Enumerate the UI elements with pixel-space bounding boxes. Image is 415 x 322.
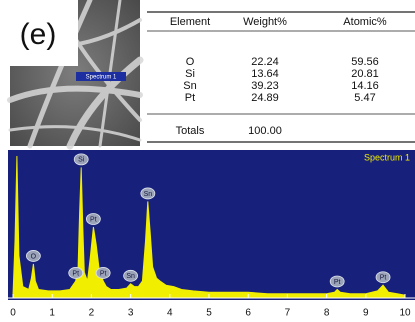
peak-label: Sn <box>144 191 153 198</box>
table-header: Atomic% <box>343 16 387 28</box>
table-cell: 14.16 <box>351 80 379 92</box>
peak-annotation: Pt <box>376 272 390 283</box>
x-tick-label: 6 <box>245 308 251 319</box>
table-totals: 100.00 <box>248 125 282 137</box>
table-totals: Totals <box>176 125 205 137</box>
x-tick-label: 9 <box>363 308 369 319</box>
x-tick-label: 8 <box>324 308 330 319</box>
peak-label: Pt <box>72 270 79 277</box>
peak-annotation: Si <box>74 154 88 165</box>
table-cell: Si <box>185 68 195 80</box>
table-cell: 59.56 <box>351 56 379 68</box>
table-cell: 5.47 <box>354 92 375 104</box>
peak-annotation: O <box>26 250 40 261</box>
peak-annotation: Pt <box>330 276 344 287</box>
table-cell: Sn <box>183 80 196 92</box>
image-label: Spectrum 1 <box>86 75 117 81</box>
peak-label: Pt <box>90 216 97 223</box>
table-header: Element <box>170 16 210 28</box>
peak-annotation: Pt <box>96 267 110 278</box>
peak-label: Pt <box>380 275 387 282</box>
sem-image: (e) Spectrum 1 <box>0 0 140 146</box>
x-tick-label: 4 <box>167 308 173 319</box>
x-tick-label: 10 <box>399 308 411 319</box>
figure: (e) Spectrum 1 Element Weight% Atomic% O… <box>0 0 415 322</box>
peak-label: Si <box>78 157 85 164</box>
table-cell: 22.24 <box>251 56 279 68</box>
x-tick-label: 0 <box>10 308 16 319</box>
peak-label: Pt <box>334 279 341 286</box>
x-tick-label: 3 <box>128 308 134 319</box>
table-cell: O <box>186 56 195 68</box>
x-tick-label: 1 <box>49 308 55 319</box>
table: Element Weight% Atomic% O 22.24 59.56 Si 13.… <box>147 12 415 142</box>
peak-label: Sn <box>126 273 135 280</box>
table-cell: 13.64 <box>251 68 279 80</box>
x-tick-label: 5 <box>206 308 212 319</box>
peak-annotation: Sn <box>124 270 138 281</box>
table-cell: 24.89 <box>251 92 279 104</box>
table-header: Weight% <box>243 16 287 28</box>
panel-label: (e) <box>20 18 57 51</box>
x-tick-label: 7 <box>285 308 291 319</box>
table-cell: Pt <box>185 92 195 104</box>
peak-label: Pt <box>100 270 107 277</box>
peak-annotation: Pt <box>69 267 83 278</box>
peak-annotation: Sn <box>141 188 155 199</box>
table-cell: 39.23 <box>251 80 279 92</box>
spectrum: Spectrum 1 0 1 2 3 4 5 6 7 8 9 10 O Pt Si Pt Pt Sn Sn Pt Pt <box>8 150 415 319</box>
x-tick-label: 2 <box>89 308 95 319</box>
plot-background <box>8 150 415 300</box>
peak-annotation: Pt <box>86 214 100 225</box>
peak-label: O <box>31 253 37 260</box>
table-cell: 20.81 <box>351 68 379 80</box>
chart-title: Spectrum 1 <box>364 152 410 162</box>
